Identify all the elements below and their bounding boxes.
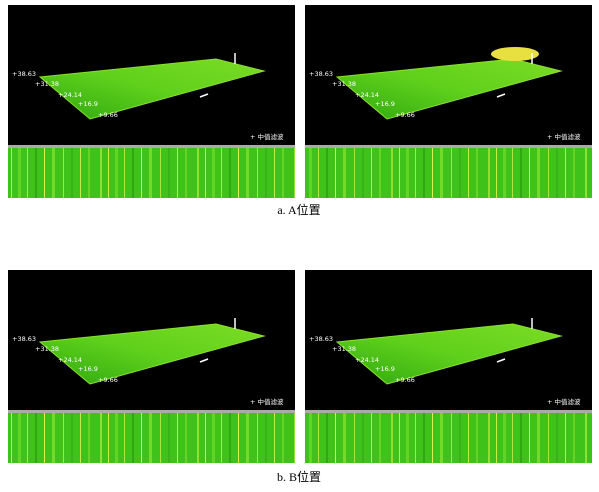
profile-strip bbox=[8, 413, 295, 463]
caption: b. B位置 bbox=[277, 469, 321, 484]
profile-strip bbox=[305, 413, 592, 463]
axis-label: +31.38 bbox=[35, 345, 59, 353]
axis-label: +38.63 bbox=[309, 70, 333, 78]
axis-label: +31.38 bbox=[332, 345, 356, 353]
filter-label: + 中值滤波 bbox=[547, 397, 581, 406]
axis-label: +9.66 bbox=[395, 376, 415, 384]
filter-label: + 中值滤波 bbox=[547, 132, 581, 141]
arrow bbox=[199, 358, 209, 363]
axis-label: +24.14 bbox=[58, 356, 82, 364]
filter-label: + 中值滤波 bbox=[250, 397, 284, 406]
caption: a. A位置 bbox=[277, 202, 320, 217]
axis-label: +24.14 bbox=[355, 356, 379, 364]
arrow bbox=[199, 93, 209, 98]
axis-label: +16.9 bbox=[375, 100, 395, 108]
axis-label: +38.63 bbox=[12, 70, 36, 78]
arrow bbox=[496, 93, 506, 98]
axis-label: +38.63 bbox=[12, 335, 36, 343]
profile-strip bbox=[305, 148, 592, 198]
axis-label: +9.66 bbox=[395, 111, 415, 119]
separator bbox=[305, 410, 592, 413]
axis-label: +16.9 bbox=[78, 365, 98, 373]
axis-label: +24.14 bbox=[355, 91, 379, 99]
separator bbox=[8, 145, 295, 148]
surface bbox=[335, 323, 563, 385]
surface-bump bbox=[491, 47, 539, 61]
surface bbox=[335, 58, 563, 120]
separator bbox=[8, 410, 295, 413]
surface bbox=[38, 323, 266, 385]
axis-label: +31.38 bbox=[35, 80, 59, 88]
profile-strip bbox=[8, 148, 295, 198]
arrow bbox=[496, 358, 506, 363]
surface bbox=[38, 58, 266, 120]
separator bbox=[305, 145, 592, 148]
axis-label: +9.66 bbox=[98, 111, 118, 119]
axis-label: +9.66 bbox=[98, 376, 118, 384]
axis-label: +16.9 bbox=[78, 100, 98, 108]
axis-label: +31.38 bbox=[332, 80, 356, 88]
axis-label: +38.63 bbox=[309, 335, 333, 343]
filter-label: + 中值滤波 bbox=[250, 132, 284, 141]
axis-label: +24.14 bbox=[58, 91, 82, 99]
axis-label: +16.9 bbox=[375, 365, 395, 373]
